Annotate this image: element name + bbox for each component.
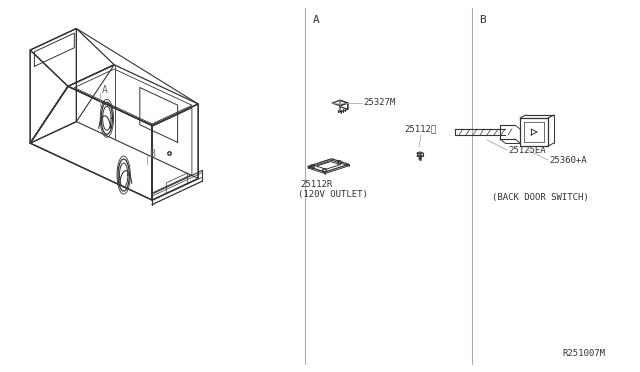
- Text: 25327M: 25327M: [363, 99, 395, 108]
- Text: B: B: [148, 149, 155, 158]
- Text: A: A: [102, 85, 108, 95]
- Text: (BACK DOOR SWITCH): (BACK DOOR SWITCH): [492, 192, 589, 202]
- Text: (120V OUTLET): (120V OUTLET): [298, 190, 368, 199]
- Text: 25125EA: 25125EA: [508, 145, 546, 154]
- Text: R251007M: R251007M: [562, 350, 605, 359]
- Text: 25112Ⅱ: 25112Ⅱ: [404, 125, 436, 134]
- Text: 25360+A: 25360+A: [549, 155, 587, 164]
- Text: B: B: [479, 15, 486, 25]
- Text: 25112R: 25112R: [300, 180, 332, 189]
- Text: A: A: [313, 15, 320, 25]
